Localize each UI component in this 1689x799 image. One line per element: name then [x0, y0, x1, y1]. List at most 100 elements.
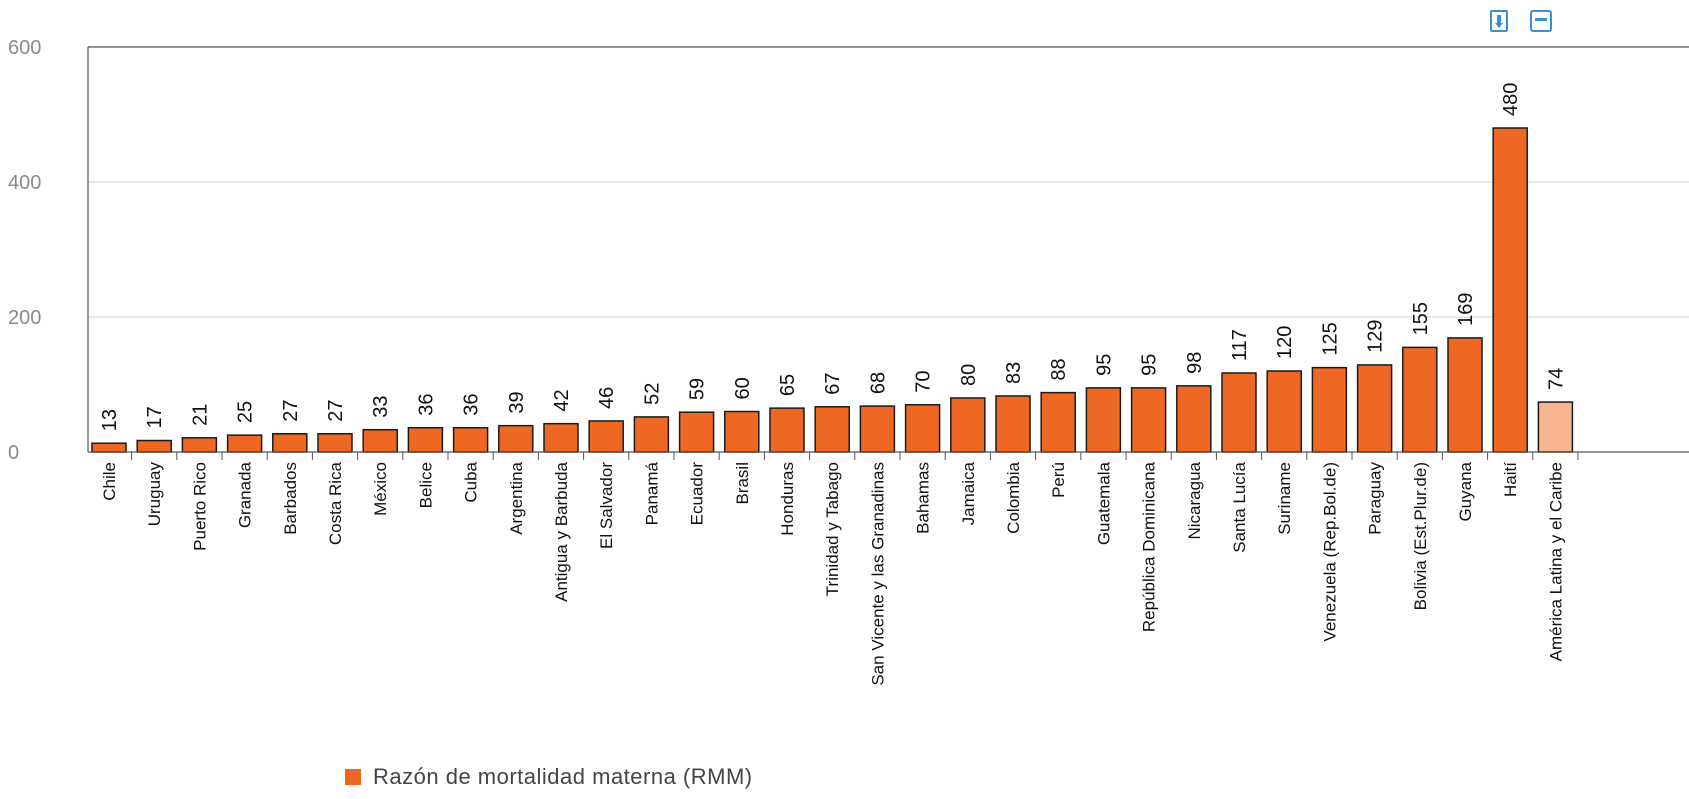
x-tick-label: Puerto Rico [190, 462, 209, 551]
x-tick-label: Guatemala [1094, 461, 1113, 545]
bar [226, 434, 263, 453]
data-label: 27 [280, 400, 302, 422]
y-tick-label: 400 [8, 172, 41, 194]
bar [950, 397, 986, 453]
bar [317, 433, 353, 453]
bar [1221, 372, 1257, 453]
x-tick-label: República Dominicana [1140, 461, 1159, 632]
x-tick-label: Jamaica [959, 461, 978, 525]
data-label: 33 [370, 395, 392, 417]
data-label: 70 [913, 371, 935, 393]
x-tick-label: Nicaragua [1185, 461, 1204, 539]
data-label: 88 [1048, 358, 1070, 380]
data-label: 125 [1319, 322, 1341, 355]
bar [498, 424, 534, 453]
bar [588, 420, 624, 453]
data-label: 39 [506, 391, 528, 413]
x-tick-label: Venezuela (Rep.Bol.de) [1320, 462, 1339, 642]
bar [181, 437, 218, 453]
bar [272, 433, 308, 453]
data-label: 52 [641, 383, 663, 405]
bar [1266, 370, 1302, 453]
bar [1402, 346, 1438, 453]
axes [87, 46, 1689, 460]
x-tick-label: Ecuador [688, 462, 707, 526]
data-label: 95 [1139, 354, 1161, 376]
bar [904, 404, 941, 453]
data-label: 67 [822, 373, 844, 395]
x-tick-label: Honduras [778, 462, 797, 536]
data-label: 21 [189, 404, 211, 426]
y-tick-label: 600 [8, 37, 41, 59]
bar [633, 416, 670, 453]
bar [1176, 385, 1212, 453]
y-tick-label: 0 [8, 442, 19, 464]
data-label: 27 [325, 400, 347, 422]
legend: Razón de mortalidad materna (RMM) [345, 762, 753, 792]
x-tick-label: Perú [1049, 462, 1068, 498]
x-tick-label: Bolivia (Est.Plur.de) [1411, 462, 1430, 610]
data-label: 60 [732, 377, 754, 399]
bar [1130, 387, 1167, 453]
data-label: 95 [1093, 354, 1115, 376]
bar [362, 428, 398, 453]
data-label: 36 [415, 393, 437, 415]
x-tick-label: Argentina [507, 461, 526, 534]
bar [1311, 366, 1348, 453]
x-tick-label: Brasil [733, 462, 752, 505]
x-tick-label: Chile [100, 462, 119, 501]
bar [136, 439, 172, 453]
data-label: 117 [1229, 329, 1251, 361]
data-label: 42 [551, 389, 573, 411]
data-label: 74 [1545, 368, 1567, 390]
bar [724, 410, 760, 453]
data-label: 83 [1003, 362, 1025, 384]
x-tick-label: Belice [416, 462, 435, 508]
x-tick-label: Costa Rica [326, 461, 345, 545]
bar [859, 405, 896, 453]
bar [769, 407, 805, 453]
bar [1537, 401, 1574, 453]
legend-label: Razón de mortalidad materna (RMM) [373, 764, 753, 789]
x-tick-label: Panamá [642, 461, 661, 525]
data-label: 25 [235, 401, 257, 423]
data-label: 46 [596, 387, 618, 409]
bar [1492, 127, 1528, 453]
data-label: 129 [1365, 320, 1387, 353]
download-icon[interactable] [1490, 10, 1508, 32]
bar [1356, 364, 1393, 453]
bar [543, 422, 579, 453]
bars [91, 127, 1574, 453]
data-label: 59 [687, 378, 709, 400]
bar [91, 442, 127, 453]
data-label: 120 [1274, 326, 1296, 359]
data-label: 80 [958, 364, 980, 386]
x-axis-ticks: Chile Uruguay Puerto Rico Granada Barbados Co… [100, 461, 1565, 685]
x-tick-label: Granada [236, 461, 255, 528]
data-label: 13 [99, 409, 121, 431]
bar [995, 395, 1031, 453]
gridlines [88, 46, 1689, 318]
x-tick-label: Antigua y Barbuda [552, 461, 571, 601]
x-tick-label: Barbados [281, 462, 300, 535]
x-tick-label: Suriname [1275, 462, 1294, 535]
x-tick-label: Santa Lucía [1230, 461, 1249, 552]
y-axis-ticks: 0 200 400 600 [8, 37, 41, 464]
x-tick-label: América Latina y el Caribe [1546, 462, 1565, 661]
bar [814, 406, 850, 453]
data-label: 68 [867, 372, 889, 394]
print-icon[interactable] [1530, 10, 1552, 32]
x-tick-label: Trinidad y Tabago [823, 462, 842, 596]
x-tick-label: San Vicente y las Granadinas [868, 462, 887, 686]
data-label: 36 [461, 393, 483, 415]
data-label: 480 [1500, 83, 1522, 116]
x-tick-label: Haití [1501, 462, 1520, 497]
bar [452, 426, 489, 453]
x-tick-label: El Salvador [597, 462, 616, 549]
bar [407, 426, 444, 453]
data-label: 65 [777, 374, 799, 396]
bar [1447, 337, 1483, 453]
x-tick-label: Cuba [462, 461, 481, 502]
x-tick-label: Paraguay [1366, 462, 1385, 535]
